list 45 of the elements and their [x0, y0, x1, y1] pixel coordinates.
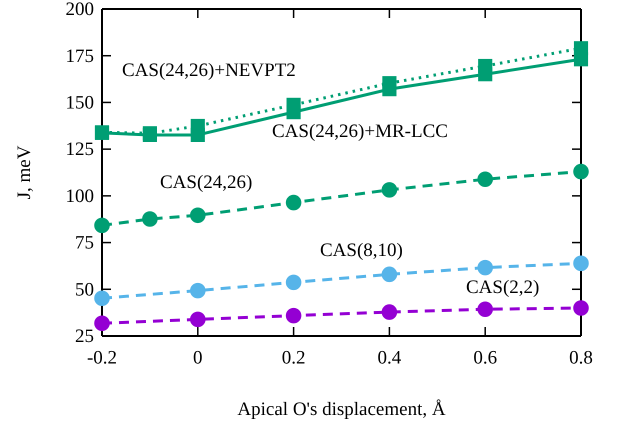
x-tick-label: 0.8: [569, 347, 593, 368]
x-tick-label: 0.6: [473, 347, 498, 368]
point: [190, 128, 205, 142]
y-axis-title: J, meV: [14, 145, 35, 200]
y-tick-label: 150: [66, 92, 94, 114]
series-label: CAS(2,2): [466, 277, 540, 298]
y-tick-label: 125: [66, 139, 94, 160]
series-label: CAS(24,26)+MR-LCC: [272, 121, 448, 142]
point: [142, 211, 158, 227]
x-axis-title: Apical O's displacement, Å: [237, 399, 446, 420]
point: [382, 266, 398, 282]
series-label: CAS(24,26)+NEVPT2: [122, 60, 296, 81]
point: [382, 182, 398, 198]
series-label: CAS(8,10): [320, 240, 403, 261]
point: [573, 300, 589, 316]
point: [94, 218, 110, 234]
x-tick-label: 0.4: [378, 347, 402, 368]
point: [286, 194, 302, 210]
point: [477, 260, 493, 276]
point: [573, 164, 589, 180]
point: [190, 208, 206, 224]
x-tick-label: 0.2: [282, 347, 306, 368]
point: [382, 82, 396, 96]
series-label: CAS(24,26): [160, 172, 252, 193]
point: [477, 171, 493, 187]
y-tick-label: 200: [66, 0, 94, 20]
point: [382, 304, 398, 320]
point: [573, 256, 589, 272]
point: [286, 105, 301, 120]
point: [286, 308, 302, 324]
point: [190, 282, 206, 298]
y-tick-label: 25: [75, 326, 94, 348]
point: [286, 274, 302, 290]
point: [94, 316, 110, 332]
point: [574, 52, 588, 66]
point: [477, 302, 493, 318]
y-tick-label: 75: [75, 232, 94, 254]
point: [190, 312, 206, 328]
point: [478, 67, 492, 82]
x-tick-label: -0.2: [86, 347, 118, 368]
y-tick-label: 50: [75, 279, 94, 300]
y-tick-label: 100: [66, 186, 94, 207]
y-tick-label: 175: [66, 46, 94, 67]
x-tick-label: 0: [193, 347, 203, 368]
point: [94, 290, 110, 306]
